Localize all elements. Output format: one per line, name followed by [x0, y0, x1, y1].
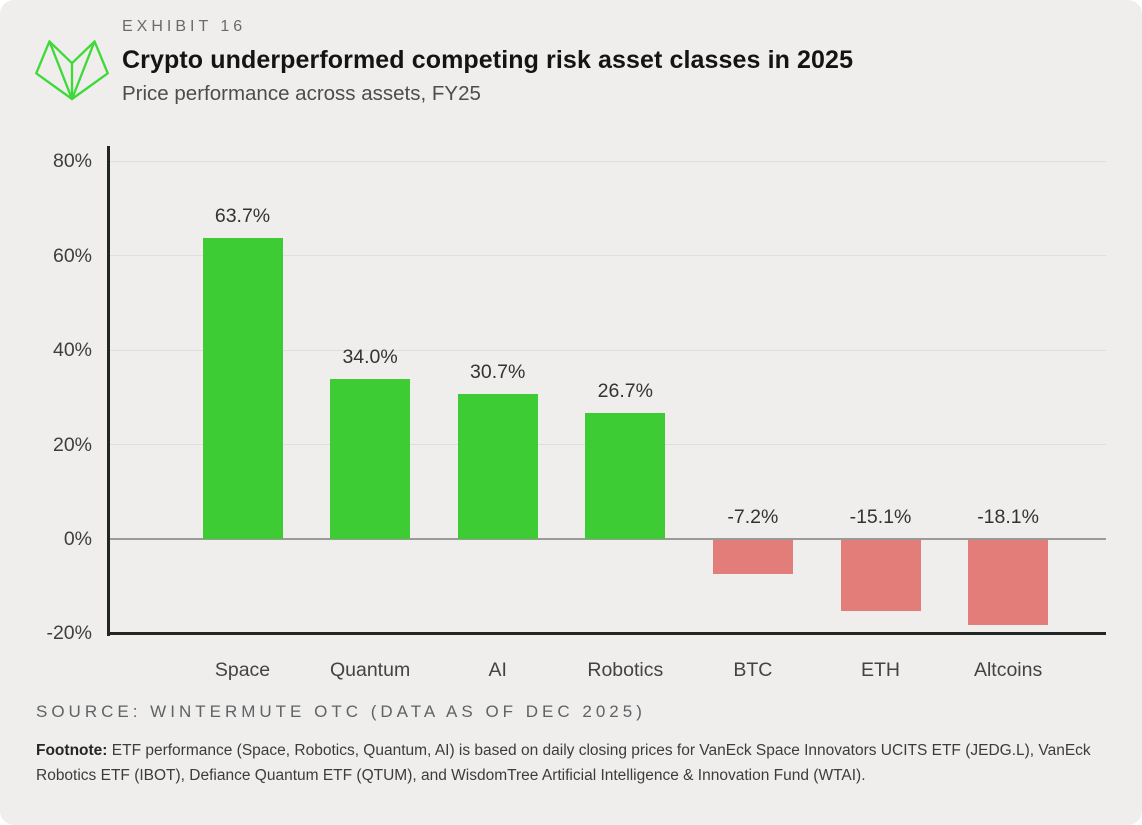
chart-header: EXHIBIT 16 Crypto underperformed competi… [122, 18, 853, 106]
value-label: 63.7% [214, 205, 271, 228]
chart-title: Crypto underperformed competing risk ass… [122, 46, 854, 74]
value-label: 26.7% [597, 379, 653, 402]
chart-subtitle: Price performance across assets, FY25 [122, 82, 481, 105]
footnote-text: ETF performance (Space, Robotics, Quantu… [36, 742, 1091, 784]
bar-eth [840, 540, 921, 612]
category-label: Space [214, 659, 271, 681]
category-label: ETH [861, 659, 900, 681]
value-label: 34.0% [342, 345, 398, 368]
footnote-label: Footnote: [36, 742, 108, 759]
value-label: 30.7% [470, 361, 526, 384]
category-label: Quantum [329, 659, 411, 681]
y-tick-label: 40% [52, 339, 92, 362]
bar-space [202, 238, 283, 539]
y-tick-label: 0% [63, 528, 92, 550]
wintermute-logo-icon [35, 40, 109, 101]
category-label: Altcoins [973, 659, 1043, 681]
y-axis-line [107, 146, 110, 636]
y-tick-label: 20% [52, 433, 92, 456]
category-label: AI [488, 659, 507, 681]
value-label: -15.1% [849, 506, 912, 528]
wintermute-logo-paths [35, 40, 109, 101]
footnote: Footnote: ETF performance (Space, Roboti… [36, 738, 1110, 788]
value-label: -18.1% [977, 506, 1039, 528]
category-label: BTC [733, 659, 773, 681]
bar-robotics [585, 412, 666, 539]
y-tick-label: 60% [52, 244, 92, 267]
bar-altcoins [968, 540, 1049, 626]
gridline [109, 349, 1106, 351]
y-tick-label: -20% [46, 622, 92, 645]
bar-ai [457, 394, 538, 539]
bar-quantum [330, 378, 411, 539]
category-label: Robotics [587, 659, 664, 681]
zero-line [109, 538, 1106, 540]
gridline [109, 255, 1106, 257]
source-line: SOURCE: WINTERMUTE OTC (DATA AS OF DEC 2… [36, 702, 646, 721]
y-tick-label: 80% [52, 150, 92, 173]
gridline [109, 160, 1106, 162]
value-label: -7.2% [727, 506, 779, 528]
x-axis-line [107, 631, 1106, 636]
exhibit-label: EXHIBIT 16 [122, 18, 247, 35]
bar-btc [712, 540, 793, 574]
